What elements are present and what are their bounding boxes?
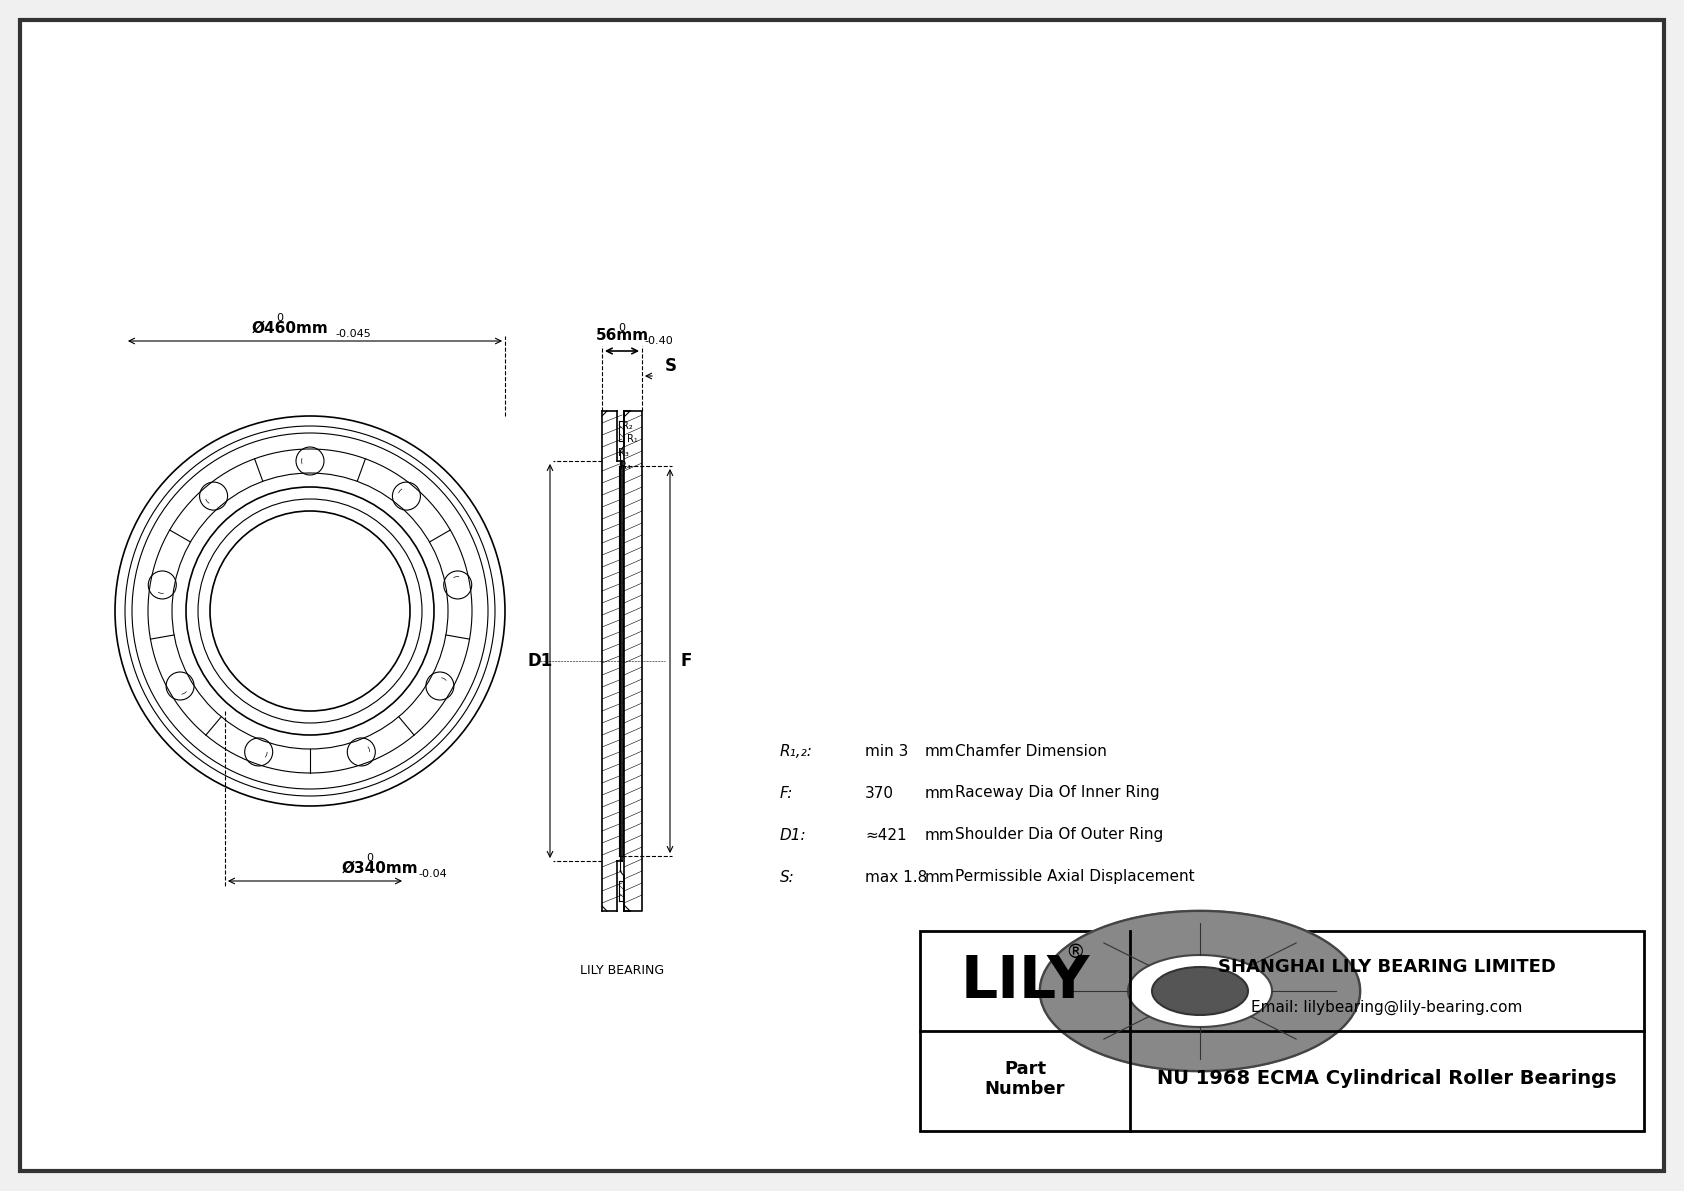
Text: mm: mm [925,869,955,885]
Text: R₂: R₂ [621,420,633,431]
FancyBboxPatch shape [20,20,1664,1171]
Text: F: F [680,651,692,671]
Text: Ø340mm: Ø340mm [342,861,418,877]
Text: D1:: D1: [780,828,807,842]
Ellipse shape [1152,967,1248,1015]
Text: D1: D1 [527,651,552,671]
Text: -0.045: -0.045 [335,329,370,339]
Text: 56mm: 56mm [596,328,648,343]
Text: 0: 0 [367,853,374,863]
Text: S:: S: [780,869,795,885]
Text: Permissible Axial Displacement: Permissible Axial Displacement [955,869,1194,885]
Text: R₁: R₁ [626,434,638,444]
Text: F:: F: [780,786,793,800]
Text: mm: mm [925,786,955,800]
Text: 0: 0 [618,323,625,333]
Text: mm: mm [925,828,955,842]
Text: Part
Number: Part Number [985,1060,1066,1098]
Text: NU 1968 ECMA Cylindrical Roller Bearings: NU 1968 ECMA Cylindrical Roller Bearings [1157,1070,1617,1089]
Text: R₃: R₃ [618,448,628,459]
Text: Chamfer Dimension: Chamfer Dimension [955,743,1106,759]
Text: ≈421: ≈421 [866,828,906,842]
Text: max 1.8: max 1.8 [866,869,928,885]
Text: LILY BEARING: LILY BEARING [579,965,663,978]
Text: R₁,₂:: R₁,₂: [780,743,813,759]
Text: Email: lilybearing@lily-bearing.com: Email: lilybearing@lily-bearing.com [1251,999,1522,1015]
Text: 370: 370 [866,786,894,800]
Text: Ø460mm: Ø460mm [251,322,328,336]
Text: mm: mm [925,743,955,759]
FancyBboxPatch shape [919,931,1644,1131]
Text: S: S [665,357,677,375]
Text: Raceway Dia Of Inner Ring: Raceway Dia Of Inner Ring [955,786,1160,800]
Text: -0.40: -0.40 [643,336,672,347]
Text: R₄: R₄ [620,461,632,470]
PathPatch shape [1041,911,1361,1071]
Text: SHANGHAI LILY BEARING LIMITED: SHANGHAI LILY BEARING LIMITED [1218,958,1556,975]
Text: min 3: min 3 [866,743,908,759]
Text: -0.04: -0.04 [418,869,446,879]
Text: LILY: LILY [960,953,1090,1010]
Text: Shoulder Dia Of Outer Ring: Shoulder Dia Of Outer Ring [955,828,1164,842]
Text: 0: 0 [276,313,283,323]
Text: ®: ® [1066,943,1084,962]
